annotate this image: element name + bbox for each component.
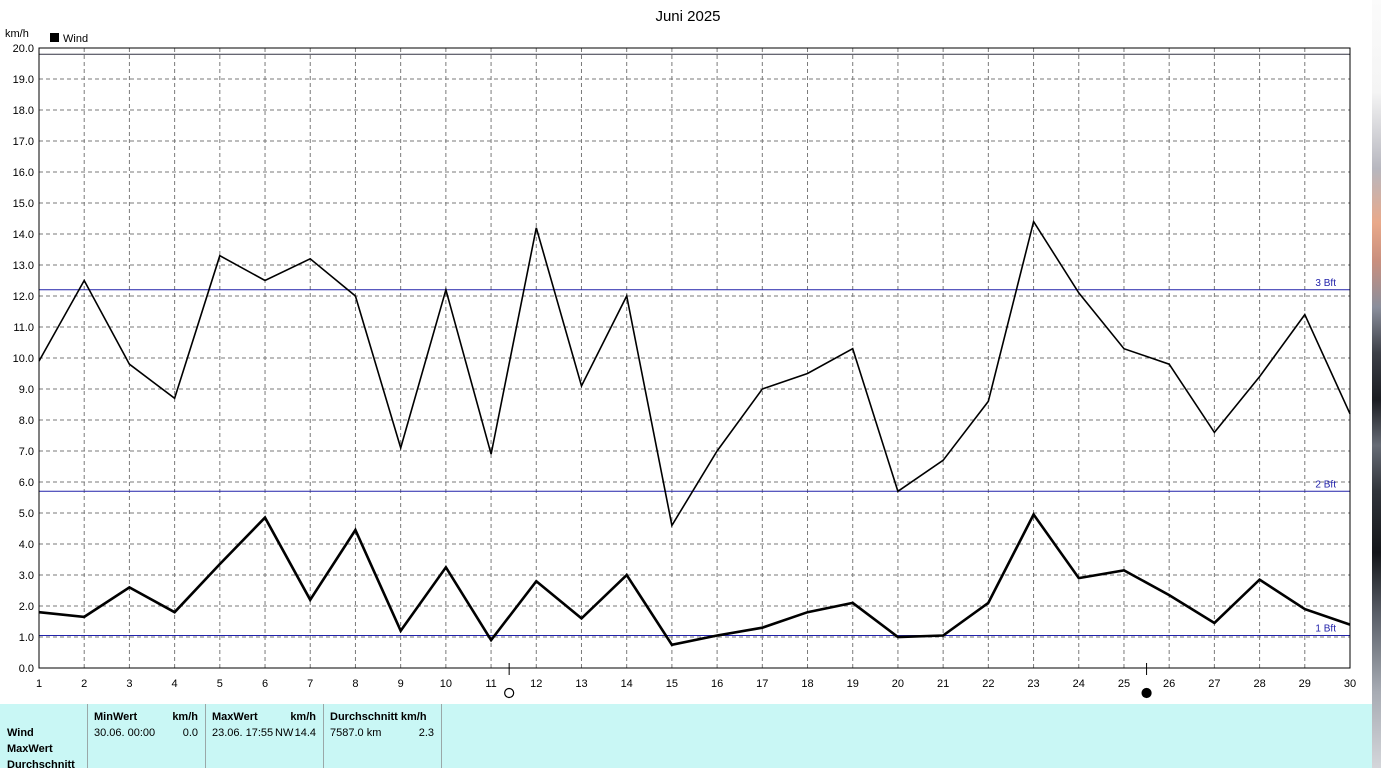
x-tick-label: 29 [1299, 678, 1311, 690]
y-tick-label: 4.0 [19, 539, 34, 551]
x-tick-label: 15 [666, 678, 678, 690]
y-tick-label: 5.0 [19, 508, 34, 520]
x-tick-label: 7 [307, 678, 313, 690]
x-tick-label: 12 [530, 678, 542, 690]
avg-distance: 7587.0 km [330, 727, 382, 739]
y-axis: 0.0 1.0 2.0 3.0 4.0 5.0 6.0 7.0 8.0 9.0 10.0 11.0 12… [13, 43, 34, 675]
x-tick-label: 25 [1118, 678, 1130, 690]
x-tick-label: 24 [1073, 678, 1085, 690]
series-line-max [38, 219, 1351, 528]
x-tick-label: 23 [1027, 678, 1039, 690]
y-tick-label: 9.0 [19, 384, 34, 396]
y-tick-label: 13.0 [13, 260, 34, 272]
column-separator [205, 704, 206, 768]
y-tick-label: 15.0 [13, 198, 34, 210]
new-moon-icon [1141, 687, 1152, 699]
y-tick-label: 7.0 [19, 446, 34, 458]
x-tick-label: 30 [1344, 678, 1356, 690]
column-separator [323, 704, 324, 768]
x-tick-label: 27 [1208, 678, 1220, 690]
y-tick-label: 1.0 [19, 632, 34, 644]
reference-line-label: 1 Bft [1315, 623, 1336, 634]
series-layer [38, 219, 1351, 647]
y-tick-label: 10.0 [13, 353, 34, 365]
x-tick-label: 20 [892, 678, 904, 690]
background-photo-strip [1372, 0, 1381, 768]
column-separator [87, 704, 88, 768]
x-tick-label: 19 [847, 678, 859, 690]
moon-phases [504, 663, 1152, 699]
y-tick-label: 2.0 [19, 601, 34, 613]
y-tick-label: 12.0 [13, 291, 34, 303]
x-tick-label: 9 [398, 678, 404, 690]
x-tick-label: 14 [621, 678, 633, 690]
min-header: MinWert [94, 711, 138, 723]
full-moon-icon [504, 687, 515, 699]
x-tick-label: 2 [81, 678, 87, 690]
reference-line-label: 3 Bft [1315, 278, 1336, 289]
max-column: MaxWert km/h 23.06. 17:55 NW 14.4 [206, 704, 323, 768]
y-tick-label: 6.0 [19, 477, 34, 489]
avg-header: Durchschnitt km/h [330, 711, 427, 723]
y-tick-label: 14.0 [13, 229, 34, 241]
y-axis-unit: km/h [5, 28, 29, 40]
series-line-average [38, 512, 1351, 647]
y-tick-label: 20.0 [13, 43, 34, 55]
x-tick-label: 3 [126, 678, 132, 690]
x-tick-label: 17 [756, 678, 768, 690]
x-tick-label: 13 [575, 678, 587, 690]
x-tick-label: 5 [217, 678, 223, 690]
x-tick-label: 16 [711, 678, 723, 690]
column-separator [441, 704, 442, 768]
max-value: 14.4 [294, 727, 316, 739]
y-tick-label: 8.0 [19, 415, 34, 427]
x-tick-label: 4 [172, 678, 178, 690]
max-unit: km/h [290, 711, 316, 723]
x-tick-label: 10 [440, 678, 452, 690]
reference-line-label: 2 Bft [1315, 479, 1336, 490]
avg-column: Durchschnitt km/h 7587.0 km 2.3 [324, 704, 441, 768]
y-tick-label: 17.0 [13, 136, 34, 148]
row-label-maxwert: MaxWert [7, 743, 53, 755]
y-tick-label: 16.0 [13, 167, 34, 179]
x-tick-label: 6 [262, 678, 268, 690]
x-tick-label: 8 [352, 678, 358, 690]
min-time: 30.06. 00:00 [94, 727, 156, 739]
row-label-durchschnitt: Durchschnitt [7, 759, 75, 768]
avg-value: 2.3 [418, 727, 434, 739]
beaufort-reference-lines: 1 Bft 2 Bft 3 Bft [39, 53, 1350, 636]
max-direction: NW [275, 727, 294, 739]
legend-swatch [50, 33, 59, 42]
plot-frame [38, 47, 1351, 669]
min-value: 0.0 [182, 727, 198, 739]
x-tick-label: 18 [801, 678, 813, 690]
max-header: MaxWert [212, 711, 258, 723]
chart-title: Juni 2025 [655, 8, 720, 25]
legend-label: Wind [63, 33, 88, 45]
x-tick-label: 21 [937, 678, 949, 690]
min-unit: km/h [172, 711, 198, 723]
stats-panel: Wind MaxWert Durchschnitt MinWert km/h 3… [0, 704, 1372, 768]
x-tick-label: 26 [1163, 678, 1175, 690]
grid [39, 48, 1350, 668]
y-tick-label: 19.0 [13, 74, 34, 86]
min-column: MinWert km/h 30.06. 00:00 0.0 [88, 704, 205, 768]
y-tick-label: 3.0 [19, 570, 34, 582]
row-label-wind: Wind [7, 727, 34, 739]
max-time: 23.06. 17:55 [212, 727, 274, 739]
x-tick-label: 1 [36, 678, 42, 690]
x-tick-label: 11 [485, 678, 496, 690]
x-tick-label: 28 [1253, 678, 1265, 690]
y-tick-label: 11.0 [13, 322, 34, 334]
x-tick-label: 22 [982, 678, 994, 690]
y-tick-label: 18.0 [13, 105, 34, 117]
x-axis: 1 2 3 4 5 6 7 8 9 10 11 12 13 14 15 16 17 18 19 20 21 22 23 24 2… [36, 678, 1356, 690]
y-tick-label: 0.0 [19, 663, 34, 675]
